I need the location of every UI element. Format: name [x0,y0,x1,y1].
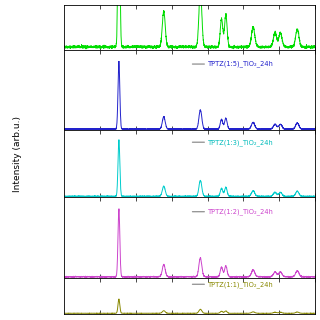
Text: Intensity (arb.u.): Intensity (arb.u.) [13,116,22,192]
Text: TPTZ(1:3)_TiO₂_24h: TPTZ(1:3)_TiO₂_24h [208,139,274,146]
Text: TPTZ(1:2)_TiO₂_24h: TPTZ(1:2)_TiO₂_24h [208,208,274,215]
Text: TPTZ(1:1)_TiO₂_24h: TPTZ(1:1)_TiO₂_24h [208,281,274,288]
Text: TPTZ(1:5)_TiO₂_24h: TPTZ(1:5)_TiO₂_24h [208,61,274,68]
